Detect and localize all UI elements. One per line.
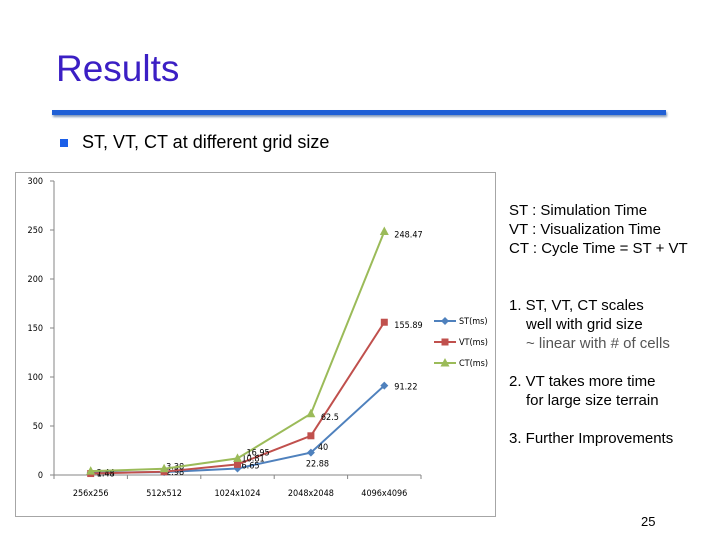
legend-marker-vtms: [441, 338, 449, 346]
data-label: 16.95: [247, 448, 270, 458]
note-2-sub-1: for large size terrain: [526, 392, 659, 409]
note-3: 3. Further Improvements: [509, 429, 673, 448]
definition-st: ST : Simulation Time: [509, 202, 648, 219]
bullet-text: ST, VT, CT at different grid size: [82, 132, 330, 152]
data-label: 1.48: [97, 470, 115, 480]
y-tick-label: 200: [28, 275, 43, 285]
data-point-ctms: [233, 453, 242, 462]
data-label: 22.88: [306, 460, 329, 470]
data-label: 6.65: [242, 461, 260, 471]
data-point-stms: [380, 381, 389, 390]
title-divider: [52, 110, 666, 115]
y-tick-label: 50: [33, 422, 43, 432]
data-point-ctms: [86, 466, 96, 475]
x-tick-label: 256x256: [73, 489, 109, 499]
x-tick-label: 1024x1024: [215, 489, 261, 499]
note-3-main: 3. Further Improvements: [509, 430, 674, 447]
page-number: 25: [641, 514, 656, 529]
y-tick-label: 300: [28, 177, 43, 187]
note-1-sub-2: ~ linear with # of cells: [526, 335, 670, 352]
y-tick-label: 100: [28, 373, 43, 383]
bullet-marker-icon: [60, 138, 68, 147]
notes-block: 1. ST, VT, CT scales well with grid size…: [509, 296, 673, 467]
legend-label-ctms: CT(ms): [459, 359, 488, 369]
legend-marker-stms: [441, 317, 449, 325]
data-point-vtms: [380, 318, 388, 326]
note-1-main: 1. ST, VT, CT scales: [509, 297, 644, 314]
data-label: 10.81: [242, 454, 265, 464]
series-line-ctms: [90, 231, 386, 473]
x-tick-label: 512x512: [146, 489, 182, 499]
line-chart: 0 50 100 150 200 250 300 256x256 512x512 1024x102…: [28, 177, 488, 499]
legend-marker-ctms: [440, 358, 450, 367]
x-tick-label: 2048x2048: [288, 489, 334, 499]
data-label: 62.5: [321, 413, 339, 423]
data-point-ctms: [159, 463, 169, 473]
series-line-vtms: [90, 321, 386, 475]
note-2: 2. VT takes more time for large size ter…: [509, 372, 673, 410]
data-label: 2.98: [166, 468, 184, 478]
y-tick-label: 150: [28, 324, 43, 334]
definition-ct: CT : Cycle Time = ST + VT: [509, 240, 688, 257]
data-point-ctms: [306, 408, 316, 418]
data-label: 40: [318, 443, 328, 453]
legend-label-vtms: VT(ms): [459, 338, 488, 348]
definition-vt: VT : Visualization Time: [509, 221, 662, 238]
note-1: 1. ST, VT, CT scales well with grid size…: [509, 296, 673, 353]
y-tick-label: 0: [38, 471, 43, 481]
slide-title: Results: [56, 48, 180, 89]
chart-panel: 0 50 100 150 200 250 300 256x256 512x512 1024x102…: [15, 172, 496, 517]
legend-label-stms: ST(ms): [459, 317, 488, 327]
note-2-main: 2. VT takes more time: [509, 373, 656, 390]
note-1-sub-1: well with grid size: [526, 316, 643, 333]
bullet-item: ST, VT, CT at different grid size: [60, 132, 329, 153]
data-point-ctms: [379, 226, 389, 235]
y-tick-label: 250: [28, 226, 43, 236]
data-point-vtms: [234, 460, 241, 468]
definitions-block: ST : Simulation Time VT : Visualization …: [509, 201, 688, 258]
data-point-vtms: [307, 432, 315, 440]
data-label: 248.47: [394, 230, 422, 240]
data-point-stms: [306, 448, 315, 457]
data-label: 91.22: [394, 383, 417, 393]
x-tick-label: 4096x4096: [361, 489, 407, 499]
data-label: 155.89: [394, 321, 422, 331]
